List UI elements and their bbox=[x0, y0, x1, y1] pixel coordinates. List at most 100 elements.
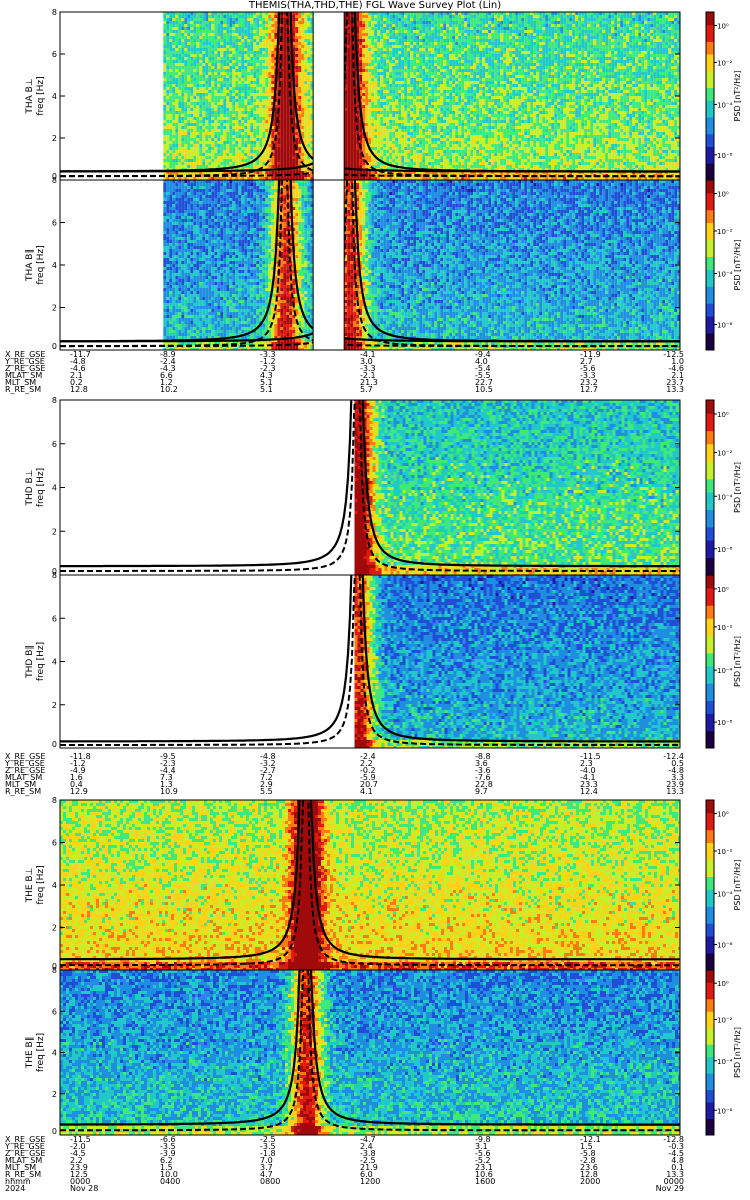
y-axis-label: THD B∥ bbox=[25, 645, 35, 679]
y-tick-label: 4 bbox=[52, 1049, 57, 1058]
ephemeris-value: -8.8 bbox=[475, 753, 491, 761]
ephemeris-value: 12.9 bbox=[70, 788, 88, 796]
colorbar-tick-label: 10⁻⁴ bbox=[717, 891, 733, 899]
ephemeris-value: -3.5 bbox=[160, 1143, 176, 1151]
ephemeris-value: 1200 bbox=[360, 1178, 380, 1186]
ephemeris-value: 10.0 bbox=[160, 1171, 178, 1179]
y-tick-label: 4 bbox=[52, 484, 57, 493]
ephemeris-value: 21.3 bbox=[360, 379, 378, 387]
y-tick-label: 0 bbox=[52, 740, 57, 749]
colorbar-tick-label: 10⁰ bbox=[717, 811, 729, 819]
colorbar: 10⁻⁸ 10⁻⁴ 10⁻² 10⁰ PSD [nT²/Hz] bbox=[705, 799, 742, 971]
ephemeris-value: Nov 28 bbox=[70, 1185, 98, 1193]
colorbar-tick-label: 10⁻⁴ bbox=[717, 493, 733, 501]
ephemeris-value: -2.3 bbox=[160, 760, 176, 768]
spectrogram-panel-the-4: 0 2 4 6 8 THE B⊥ freq [Hz] 10⁻⁸ 10⁻⁴ 10⁻² 10⁰ PSD [… bbox=[25, 796, 742, 971]
ephemeris-value: 7.2 bbox=[260, 774, 273, 782]
y-tick-label: 2 bbox=[52, 924, 57, 933]
ephemeris-value: -6.6 bbox=[160, 1136, 176, 1144]
ephemeris-value: -3.3 bbox=[580, 372, 596, 380]
ephemeris-value: 23.9 bbox=[666, 781, 684, 789]
ephemeris-value: 1.3 bbox=[160, 781, 173, 789]
ephemeris-label: Y_RE_GSE bbox=[5, 358, 45, 366]
colorbar-tick-label: 10⁻⁸ bbox=[717, 719, 733, 727]
ephemeris-value: -5.8 bbox=[580, 1150, 596, 1158]
ephemeris-value: -2.5 bbox=[260, 1136, 276, 1144]
ephemeris-value: 23.6 bbox=[580, 1164, 598, 1172]
ephemeris-value: 13.3 bbox=[666, 788, 684, 796]
colorbar-tick-label: 10⁰ bbox=[717, 22, 729, 30]
colorbar-label: PSD [nT²/Hz] bbox=[733, 860, 742, 911]
plot-title: THEMIS(THA,THD,THE) FGL Wave Survey Plot… bbox=[0, 0, 750, 12]
ephemeris-value: -9.8 bbox=[475, 1136, 491, 1144]
ephemeris-value: -1.8 bbox=[260, 1150, 276, 1158]
ephemeris-value: 7.0 bbox=[260, 1157, 273, 1165]
ephemeris-value: -2.0 bbox=[70, 1143, 86, 1151]
ephemeris-value: -3.6 bbox=[475, 767, 491, 775]
ephemeris-value: -4.6 bbox=[668, 365, 684, 373]
y-axis-label: THE B∥ bbox=[25, 1037, 35, 1070]
y-tick-label: 2 bbox=[52, 134, 57, 143]
y-tick-label: 4 bbox=[52, 92, 57, 101]
colorbar-tick-label: 10⁻⁸ bbox=[717, 1107, 733, 1115]
y-tick-label: 8 bbox=[52, 396, 57, 405]
ephemeris-label: MLT_SM bbox=[5, 379, 36, 387]
ephemeris-value: 1.6 bbox=[70, 774, 83, 782]
ephemeris-value: 2.2 bbox=[360, 760, 373, 768]
ephemeris-value: 12.4 bbox=[580, 788, 598, 796]
ephemeris-value: 2.2 bbox=[70, 1157, 83, 1165]
ephemeris-value: 21.9 bbox=[360, 1164, 378, 1172]
ephemeris-value: 1.0 bbox=[671, 358, 684, 366]
ephemeris-label: Z_RE_GSE bbox=[5, 1150, 45, 1158]
ephemeris-value: 3.6 bbox=[475, 760, 488, 768]
spectrogram-image bbox=[60, 180, 680, 350]
ephemeris-value: -11.5 bbox=[580, 753, 601, 761]
ephemeris-value: 6.6 bbox=[160, 372, 173, 380]
ephemeris-value: 2.4 bbox=[360, 1143, 373, 1151]
spectrogram-panel-tha-0: 0 2 4 6 8 THA B⊥ freq [Hz] 10⁻⁸ 10⁻⁴ 10⁻² 10⁰ PSD [… bbox=[25, 8, 742, 181]
ephemeris-value: 3.1 bbox=[475, 1143, 488, 1151]
ephemeris-value: 23.2 bbox=[580, 379, 598, 387]
ephemeris-value: 1600 bbox=[475, 1178, 495, 1186]
data-gap bbox=[312, 180, 345, 350]
colorbar: 10⁻⁸ 10⁻⁴ 10⁻² 10⁰ PSD [nT²/Hz] bbox=[705, 179, 742, 351]
ephemeris-label: Z_RE_GSE bbox=[5, 767, 45, 775]
ephemeris-value: 0400 bbox=[160, 1178, 180, 1186]
ephemeris-value: Nov 29 bbox=[656, 1185, 684, 1193]
ephemeris-value: -4.8 bbox=[260, 753, 276, 761]
ephemeris-value: 0000 bbox=[70, 1178, 90, 1186]
ephemeris-value: 5.5 bbox=[260, 788, 273, 796]
y-tick-label: 0 bbox=[52, 172, 57, 181]
ephemeris-value: 10.5 bbox=[475, 386, 493, 394]
ephemeris-value: 10.9 bbox=[160, 788, 178, 796]
ephemeris-value: 4.1 bbox=[360, 788, 373, 796]
ephemeris-value: 2.1 bbox=[70, 372, 83, 380]
ephemeris-value: 1.5 bbox=[160, 1164, 173, 1172]
ephemeris-value: 0800 bbox=[260, 1178, 280, 1186]
ephemeris-value: 2.9 bbox=[260, 781, 273, 789]
spectrogram-image bbox=[60, 400, 680, 575]
y-axis-unit-label: freq [Hz] bbox=[36, 76, 46, 115]
colorbar-tick-label: 10⁰ bbox=[717, 980, 729, 988]
ephemeris-label: X_RE_GSE bbox=[5, 753, 45, 761]
ephemeris-value: -2.5 bbox=[360, 1157, 376, 1165]
fce-curve-dashed bbox=[60, 180, 680, 348]
colorbar-tick-label: 10⁻⁸ bbox=[717, 152, 733, 160]
ephemeris-value: -12.5 bbox=[663, 351, 684, 359]
spectrogram-image bbox=[60, 800, 680, 970]
ephemeris-value: -5.6 bbox=[475, 1150, 491, 1158]
y-tick-label: 6 bbox=[52, 50, 57, 59]
ephemeris-value: -8.9 bbox=[160, 351, 176, 359]
ephemeris-value: -3.9 bbox=[160, 1150, 176, 1158]
ephemeris-value: 3.7 bbox=[260, 1164, 273, 1172]
y-tick-label: 8 bbox=[52, 8, 57, 17]
colorbar-tick-label: 10⁰ bbox=[717, 586, 729, 594]
ephemeris-value: 13.3 bbox=[666, 1171, 684, 1179]
y-tick-label: 0 bbox=[52, 342, 57, 351]
ephemeris-value: 2.3 bbox=[580, 760, 593, 768]
fce-curve-solid bbox=[60, 12, 680, 173]
ephemeris-label: Y_RE_GSE bbox=[5, 1143, 45, 1151]
ephemeris-label: X_RE_GSE bbox=[5, 1136, 45, 1144]
y-axis-label: THE B⊥ bbox=[25, 867, 35, 903]
